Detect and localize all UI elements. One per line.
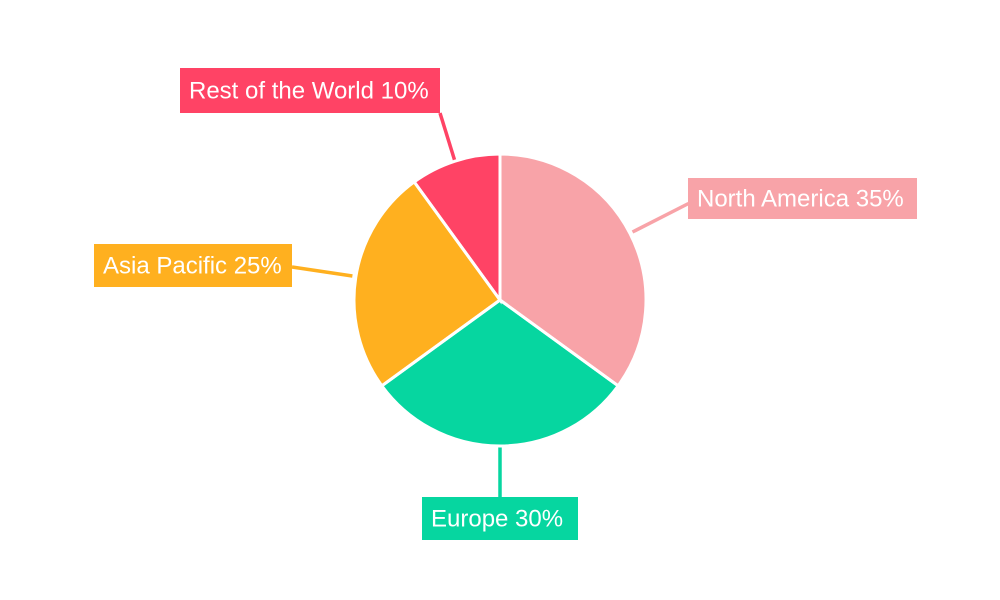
svg-text:Asia Pacific 25%: Asia Pacific 25% [103,253,282,280]
svg-text:Rest of the World 10%: Rest of the World 10% [189,78,429,105]
svg-text:Europe 30%: Europe 30% [431,506,563,533]
svg-text:North America 35%: North America 35% [697,186,904,213]
